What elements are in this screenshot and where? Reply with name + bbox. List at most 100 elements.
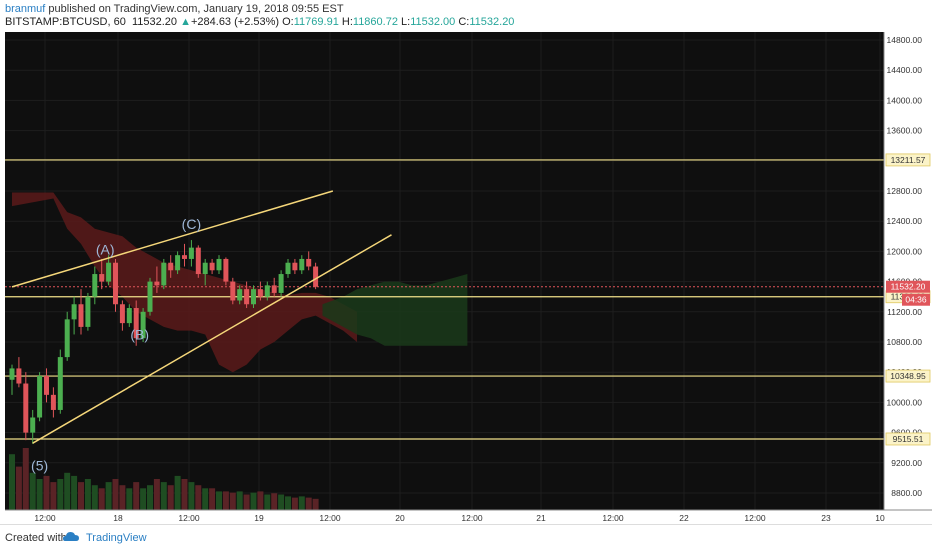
volume-bar (71, 475, 78, 510)
price-tick-label: 8800.00 (891, 488, 922, 498)
candle-body (133, 308, 139, 339)
close-value: 11532.20 (469, 16, 515, 28)
time-tick-label: 19 (254, 513, 264, 523)
candle-body (188, 247, 194, 259)
wave-label: (A) (96, 241, 115, 257)
candle-body (244, 289, 250, 305)
volume-bar (57, 479, 64, 510)
candle-body (9, 368, 15, 380)
level-tag (885, 369, 931, 383)
level-tag (885, 153, 931, 167)
candle-body (154, 281, 160, 286)
volume-bar (174, 475, 181, 510)
time-axis-background (5, 510, 932, 524)
volume-bar (229, 492, 236, 510)
candle-body (216, 258, 222, 271)
volume-bar (195, 485, 202, 510)
last-price-tag (886, 280, 930, 293)
candle-body (126, 308, 132, 324)
volume-bar (22, 448, 29, 510)
volume-bar (147, 485, 153, 510)
volume-bar (9, 454, 15, 510)
volume-bar (236, 491, 243, 510)
publish-info: published on TradingView.com, January 19… (48, 3, 344, 15)
volume-bar (15, 466, 22, 510)
candle-body (78, 304, 84, 327)
ichimoku-cloud (12, 192, 468, 373)
price-tick-label: 12400.00 (887, 216, 923, 226)
time-tick-label: 12:00 (319, 513, 341, 523)
chart-header: branmuf published on TradingView.com, Ja… (0, 0, 932, 32)
volume-bar (202, 488, 209, 510)
wave-labels: (A) (B) (C) (5) (31, 216, 201, 474)
volume-bar (298, 496, 305, 510)
volume-bar (216, 491, 222, 510)
candle-body (257, 289, 263, 297)
volume-bar (133, 482, 140, 510)
time-tick-label: 10 (875, 513, 885, 523)
candle-body (57, 357, 63, 410)
volume-bar (84, 479, 91, 510)
candle-body (264, 285, 270, 297)
volume-bar (291, 497, 298, 510)
volume-bar (112, 479, 119, 510)
time-tick-label: 23 (821, 513, 831, 523)
volume-bar (257, 491, 264, 510)
trendline (32, 234, 392, 444)
candle-body (106, 262, 112, 282)
candle-body (223, 258, 229, 282)
author-link[interactable]: branmuf (5, 3, 46, 15)
up-triangle-icon: ▲ (180, 16, 191, 28)
candle-body (237, 289, 243, 301)
level-tag-label: 13211.57 (891, 155, 926, 165)
time-tick-label: 12:00 (34, 513, 56, 523)
candle-body (202, 262, 208, 275)
volume-bar (36, 479, 43, 510)
price-axis[interactable] (884, 32, 932, 510)
bullish-cloud (322, 274, 468, 346)
candle-body (230, 281, 236, 301)
candle-body (140, 311, 146, 339)
time-tick-label: 12:00 (602, 513, 624, 523)
candle-body (23, 383, 29, 433)
volume-bar (222, 491, 229, 510)
volume-bar (119, 485, 126, 510)
candle-body (251, 289, 256, 305)
open-value: 11769.91 (293, 16, 339, 28)
high-value: 11860.72 (352, 16, 398, 28)
volume-bar (126, 488, 133, 510)
candle-body (278, 274, 284, 293)
volume-bar (181, 479, 188, 510)
tradingview-brand[interactable]: TradingView (86, 532, 147, 544)
price-tick-label: 13600.00 (887, 126, 923, 136)
price-change: +284.63 (+2.53%) (190, 16, 280, 28)
price-chart[interactable]: (A) (B) (C) (5) 14800.00 14400.00 14000.00 136… (0, 32, 932, 524)
close-label: C: (458, 16, 470, 28)
candle-body (209, 262, 215, 271)
candle-body (313, 266, 319, 287)
tradingview-cloud-icon (63, 532, 79, 541)
price-tick-label: 10800.00 (887, 337, 923, 347)
created-with: Created with (5, 532, 67, 544)
price-tick-label: 14800.00 (887, 35, 923, 45)
time-tick-label: 20 (395, 513, 405, 523)
wave-label: (C) (182, 216, 201, 232)
trendlines (11, 190, 392, 444)
candle-body (147, 281, 153, 312)
bearish-cloud (12, 192, 357, 373)
volume-bar (50, 482, 57, 510)
volume-bar (64, 472, 71, 510)
candle-body (306, 258, 312, 267)
price-tick-label: 10000.00 (887, 397, 923, 407)
candle-body (271, 285, 277, 293)
time-axis[interactable]: 12:00 18 12:00 19 12:00 20 12:00 21 12:00 22 12:00… (5, 509, 932, 524)
volume-bar (264, 494, 271, 510)
volume-bar (140, 488, 147, 510)
candle-body (71, 304, 77, 320)
last-price-tag-label: 11532.20 (891, 282, 926, 292)
time-tick-label: 22 (679, 513, 689, 523)
candle-body (182, 255, 187, 259)
last-price: 11532.20 (131, 16, 178, 28)
countdown-tag-label: 04:36 (905, 295, 927, 305)
price-tick-label: 9200.00 (891, 458, 922, 468)
